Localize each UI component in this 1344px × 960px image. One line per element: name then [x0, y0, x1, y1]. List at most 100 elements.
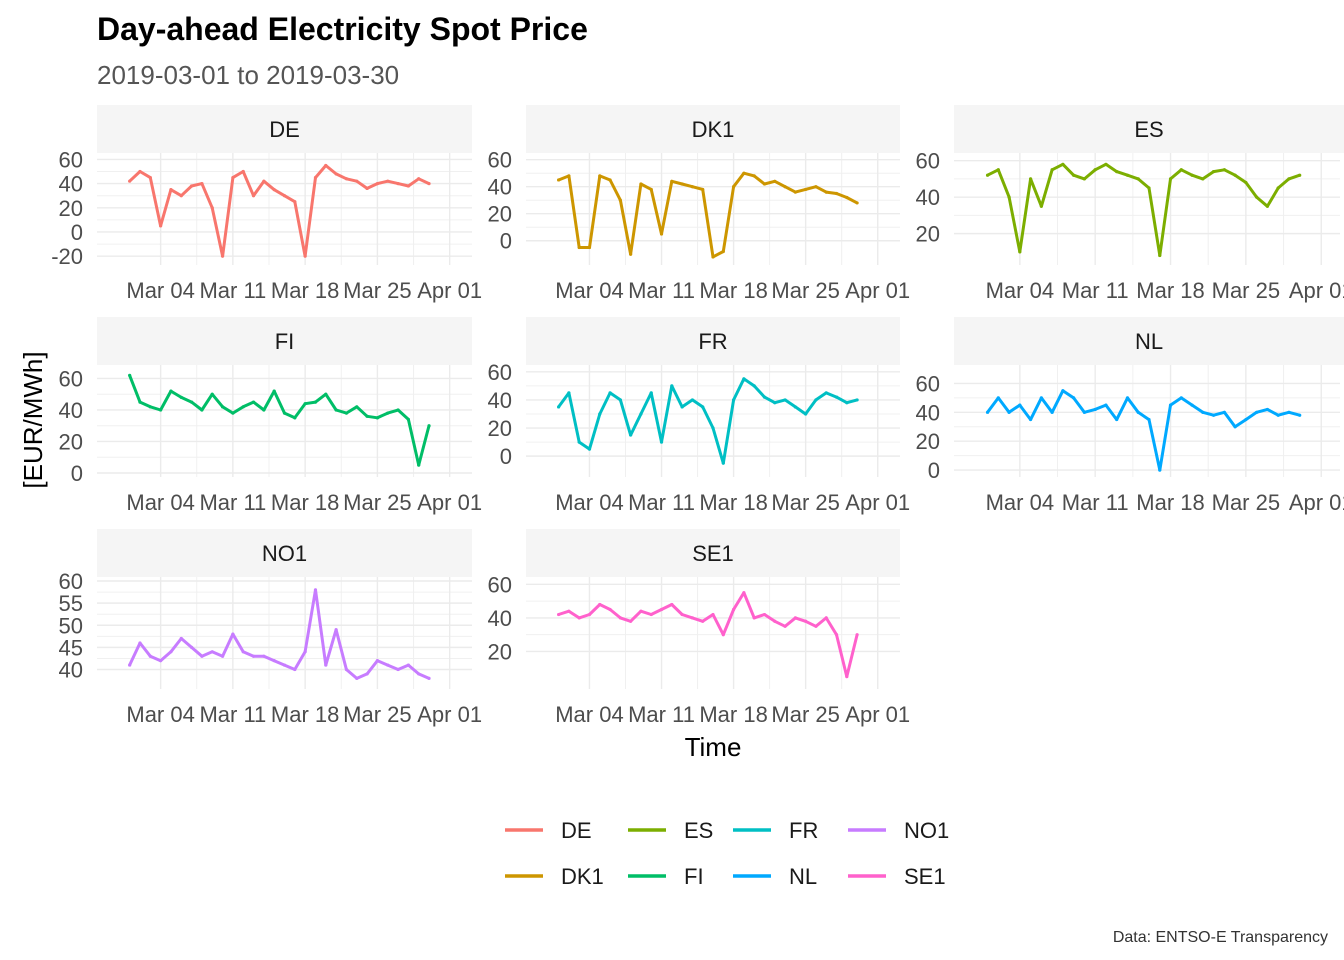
data-point [649, 612, 653, 617]
data-point [375, 416, 380, 420]
data-point [670, 179, 674, 183]
x-tick-label: Apr 01 [845, 702, 910, 727]
data-point [804, 619, 808, 623]
data-point [1233, 425, 1237, 429]
data-point [804, 187, 808, 192]
data-point [1287, 410, 1291, 414]
data-point [711, 426, 715, 430]
y-tick-label: 40 [488, 606, 512, 631]
data-point [272, 188, 276, 192]
y-tick-label: 40 [59, 172, 83, 197]
data-point [783, 185, 787, 189]
data-point [200, 654, 204, 658]
data-point [1018, 403, 1022, 407]
x-tick-label: Apr 01 [417, 490, 482, 515]
x-axis-title: Time [685, 732, 742, 762]
data-point [690, 185, 695, 189]
legend-item-fi: FI [628, 864, 704, 889]
y-tick-label: 60 [488, 148, 512, 173]
series-line-fi [128, 374, 431, 467]
data-point [731, 185, 736, 189]
y-tick-label: 60 [59, 147, 83, 172]
data-point [324, 163, 328, 168]
data-point [1147, 186, 1151, 190]
data-point [629, 252, 633, 256]
data-point [313, 175, 318, 180]
data-point [355, 179, 359, 183]
y-tick-label: 50 [59, 613, 83, 638]
data-point [824, 391, 828, 395]
data-point [210, 392, 214, 396]
data-point [793, 405, 797, 409]
legend-label: FI [684, 864, 704, 889]
data-point [210, 650, 214, 654]
data-point [169, 188, 173, 192]
data-point [1211, 169, 1216, 174]
data-point [701, 405, 705, 409]
data-point [251, 400, 256, 404]
series-line-dk1 [558, 171, 858, 259]
data-point [1093, 168, 1097, 172]
x-tick-label: Mar 25 [343, 702, 411, 727]
y-tick-label: 60 [488, 572, 512, 597]
y-tick-label: 20 [59, 429, 83, 454]
data-point [375, 182, 380, 186]
x-tick-label: Mar 11 [628, 702, 695, 727]
data-point [587, 612, 592, 617]
data-point [742, 377, 746, 381]
data-point [365, 672, 369, 676]
facet-strip [954, 105, 1344, 153]
x-tick-label: Mar 18 [271, 278, 339, 303]
facet-strip [526, 529, 900, 577]
x-tick-label: Mar 11 [628, 278, 695, 303]
x-tick-label: Apr 01 [1289, 278, 1344, 303]
data-point [577, 245, 581, 250]
y-tick-label: 0 [500, 444, 512, 469]
y-tick-label: 0 [500, 229, 512, 254]
data-point [355, 676, 359, 680]
data-point [375, 659, 380, 663]
data-point [752, 174, 756, 178]
x-tick-label: Apr 01 [417, 278, 482, 303]
y-tick-label: 40 [916, 400, 940, 425]
x-tick-label: Mar 25 [343, 278, 411, 303]
data-point [427, 424, 431, 428]
data-point [1072, 396, 1076, 400]
x-tick-label: Mar 11 [199, 278, 266, 303]
y-tick-label: 60 [59, 366, 83, 391]
data-point [293, 667, 297, 672]
data-point [690, 616, 695, 620]
x-tick-label: Mar 18 [699, 490, 767, 515]
data-point [793, 190, 797, 194]
data-point [251, 194, 256, 198]
data-point [618, 616, 622, 620]
facet-strip [526, 317, 900, 365]
data-point [365, 186, 369, 191]
data-point [427, 182, 431, 186]
y-tick-label: 0 [71, 220, 83, 245]
facet-no1: NO1 Mar 04 Mar 11 Mar 18 Mar 25 Apr 01 4045505… [59, 529, 482, 727]
data-point [608, 391, 612, 395]
data-point [985, 410, 990, 414]
data-point [1082, 177, 1087, 181]
data-point [1061, 389, 1065, 393]
data-point [577, 440, 581, 444]
data-point [701, 187, 705, 192]
data-point [855, 398, 859, 402]
data-point [241, 650, 245, 654]
x-tick-label: Mar 11 [1062, 490, 1129, 515]
legend-item-fr: FR [733, 818, 818, 843]
data-point [1093, 407, 1097, 412]
legend-label: FR [789, 818, 818, 843]
x-tick-label: Apr 01 [845, 490, 910, 515]
data-point [179, 636, 183, 641]
x-tick-label: Apr 01 [1289, 490, 1344, 515]
data-point [334, 408, 338, 412]
x-tick-label: Mar 11 [628, 490, 695, 515]
legend-item-es: ES [628, 818, 713, 843]
data-point [701, 619, 705, 623]
data-point [313, 588, 318, 592]
data-point [200, 408, 204, 412]
series-line-es [986, 162, 1301, 257]
